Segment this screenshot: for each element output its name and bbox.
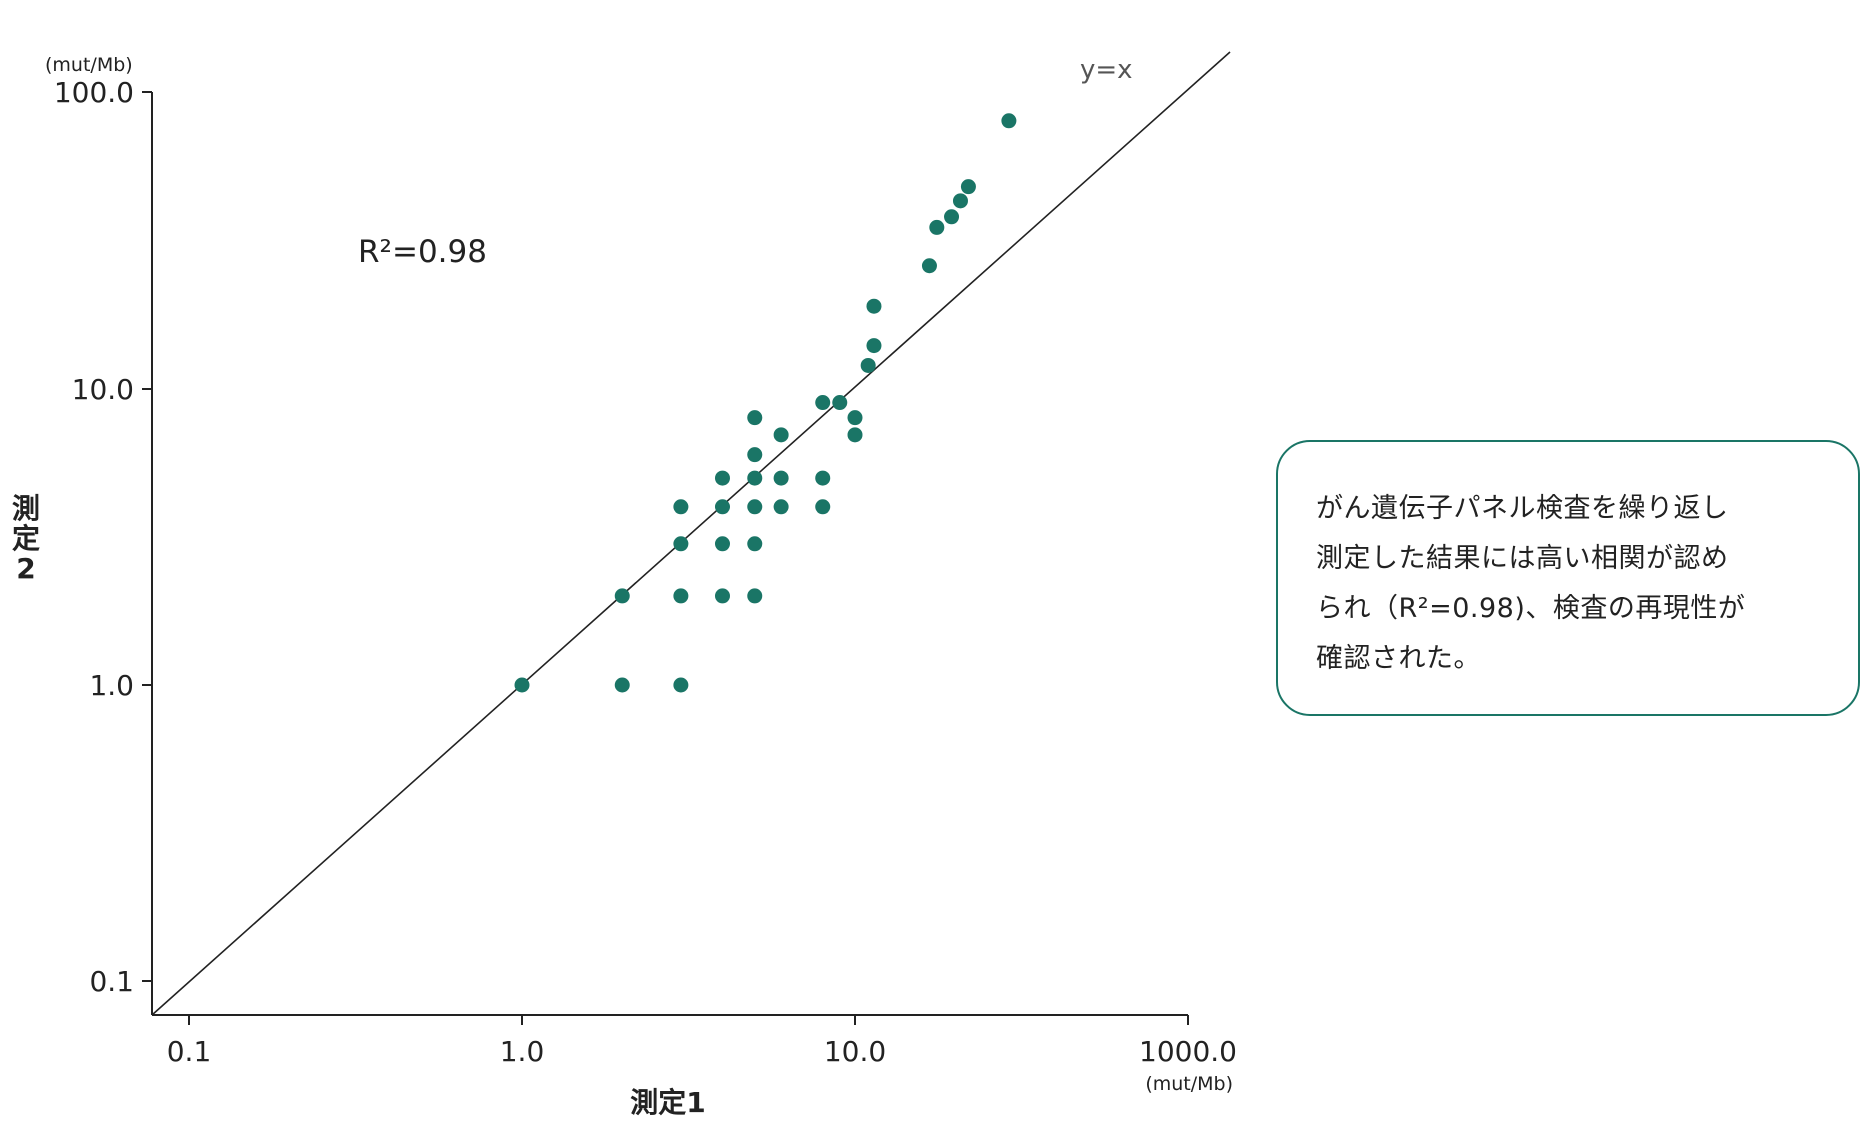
data-point [714, 470, 730, 486]
data-point [614, 588, 630, 604]
data-point [921, 258, 937, 274]
x-tick-label: 1.0 [500, 1035, 545, 1068]
data-point [815, 395, 831, 411]
r-squared-annotation: R²=0.98 [358, 234, 487, 270]
data-point [847, 410, 863, 426]
data-point [673, 588, 689, 604]
data-point [747, 499, 763, 515]
data-point [673, 499, 689, 515]
y-axis-ticks: 0.1 1.0 10.0 100.0 [54, 76, 152, 998]
data-point [860, 357, 876, 373]
data-point [747, 470, 763, 486]
summary-note-text: がん遺伝子パネル検査を繰り返し 測定した結果には高い相関が認め られ（R²=0.… [1316, 493, 1746, 674]
y-tick-label: 1.0 [89, 669, 134, 702]
data-point [747, 588, 763, 604]
data-point [673, 536, 689, 552]
x-axis-unit: (mut/Mb) [1145, 1073, 1233, 1095]
data-point [1001, 113, 1017, 129]
data-point [952, 193, 968, 209]
data-point [815, 499, 831, 515]
data-point [747, 536, 763, 552]
data-point [514, 677, 530, 693]
x-tick-label: 0.1 [167, 1035, 212, 1068]
data-point [714, 499, 730, 515]
data-point [773, 499, 789, 515]
data-point [773, 427, 789, 443]
y-tick-label: 10.0 [72, 373, 134, 406]
data-point [773, 470, 789, 486]
x-tick-label: 1000.0 [1139, 1035, 1237, 1068]
data-point [866, 338, 882, 354]
y-axis-unit: (mut/Mb) [45, 54, 133, 76]
data-point [929, 219, 945, 235]
data-point [673, 677, 689, 693]
summary-note-box: がん遺伝子パネル検査を繰り返し 測定した結果には高い相関が認め られ（R²=0.… [1276, 440, 1860, 716]
data-point [832, 395, 848, 411]
data-point [614, 677, 630, 693]
x-axis-ticks: 0.1 1.0 10.0 1000.0 [167, 1015, 1237, 1068]
reference-line-label: y=x [1080, 55, 1133, 85]
data-point [960, 179, 976, 195]
y-axis-title: 測定 2 [12, 492, 40, 585]
y-tick-label: 0.1 [89, 965, 134, 998]
data-point [866, 298, 882, 314]
axes [151, 92, 1188, 1016]
data-point [747, 447, 763, 463]
data-point [714, 536, 730, 552]
reference-line-y-equals-x [151, 51, 1231, 1016]
scatter-chart: 0.1 1.0 10.0 1000.0 0.1 1.0 10.0 100.0 (mut/Mb… [12, 51, 1237, 1119]
y-tick-label: 100.0 [54, 76, 134, 109]
data-points [514, 113, 1017, 693]
data-point [847, 427, 863, 443]
data-point [747, 410, 763, 426]
data-point [815, 470, 831, 486]
data-point [944, 209, 960, 225]
data-point [714, 588, 730, 604]
x-axis-title: 測定1 [630, 1086, 705, 1119]
x-tick-label: 10.0 [824, 1035, 886, 1068]
